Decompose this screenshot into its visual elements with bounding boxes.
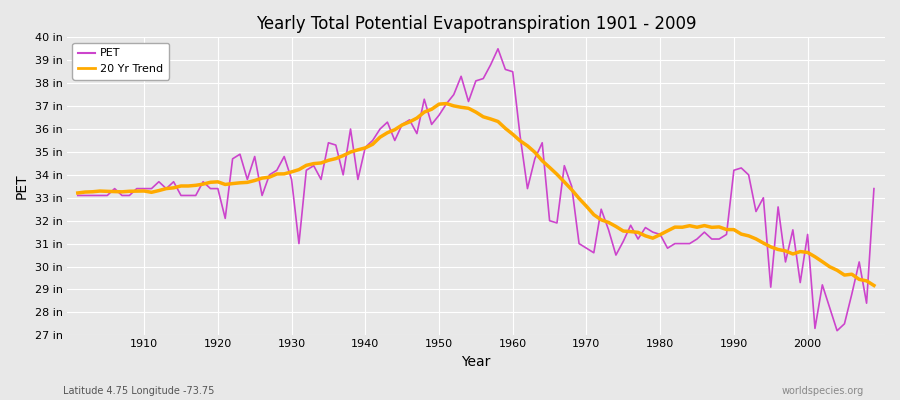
- Title: Yearly Total Potential Evapotranspiration 1901 - 2009: Yearly Total Potential Evapotranspiratio…: [256, 15, 696, 33]
- Text: Latitude 4.75 Longitude -73.75: Latitude 4.75 Longitude -73.75: [63, 386, 214, 396]
- Y-axis label: PET: PET: [15, 174, 29, 199]
- Legend: PET, 20 Yr Trend: PET, 20 Yr Trend: [72, 43, 168, 80]
- X-axis label: Year: Year: [461, 355, 491, 369]
- Text: worldspecies.org: worldspecies.org: [782, 386, 864, 396]
